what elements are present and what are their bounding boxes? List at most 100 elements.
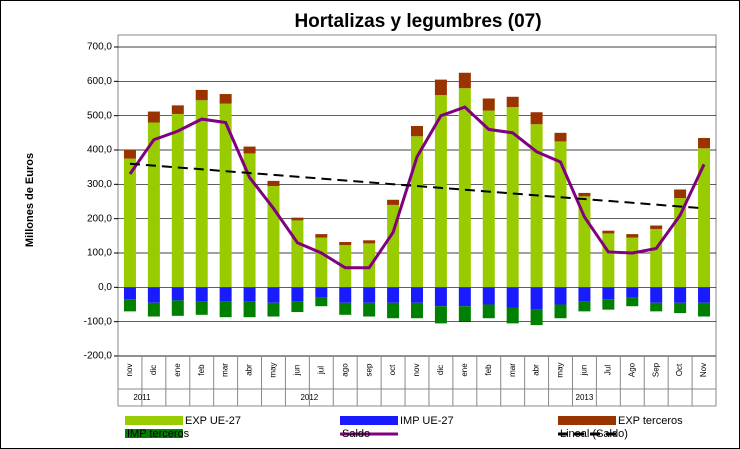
x-tick-label: Nov [699, 363, 708, 377]
bar [482, 110, 495, 288]
x-tick-label: dic [149, 365, 158, 375]
legend-label: EXP terceros [618, 415, 683, 427]
bar [243, 287, 256, 302]
bar [434, 287, 447, 307]
bar [674, 302, 687, 314]
bar [650, 228, 663, 288]
legend-label: Lineal (Saldo) [560, 428, 628, 440]
bar [482, 98, 495, 111]
x-tick-label: ene [460, 363, 469, 377]
bar [123, 150, 136, 159]
bar [602, 233, 615, 288]
y-axis-label: Millones de Euros [24, 153, 36, 247]
bar [530, 112, 543, 125]
bar [698, 302, 711, 317]
bar [506, 96, 519, 108]
x-tick-label: jul [316, 366, 325, 375]
y-tick-label: -100,0 [84, 316, 113, 327]
bar [243, 153, 256, 288]
bar [578, 192, 591, 197]
bar [434, 79, 447, 96]
y-tick-label: 100,0 [87, 248, 112, 259]
x-tick-label: nov [412, 364, 421, 377]
year-label: 2012 [300, 393, 318, 402]
year-label: 2013 [576, 393, 594, 402]
bar [243, 146, 256, 154]
bar [219, 287, 232, 302]
bar [674, 189, 687, 199]
bar [650, 302, 663, 312]
bar [171, 287, 184, 301]
bar [315, 234, 328, 238]
bar [291, 287, 304, 302]
bar [315, 287, 328, 298]
bar [267, 287, 280, 303]
x-tick-label: abr [532, 364, 541, 376]
legend-label: Saldo [342, 428, 370, 440]
x-tick-label: mar [221, 363, 230, 377]
x-tick-label: may [556, 362, 565, 377]
legend-swatch [125, 429, 183, 438]
bar [315, 237, 328, 288]
bar [147, 287, 160, 303]
legend-label: IMP terceros [127, 428, 190, 440]
y-tick-label: 300,0 [87, 179, 112, 190]
bar [411, 287, 423, 303]
bar [602, 299, 615, 310]
bar [195, 301, 208, 315]
bar [147, 111, 160, 123]
x-tick-label: Oct [675, 363, 684, 376]
bar [291, 220, 304, 288]
bar [506, 287, 519, 308]
y-tick-label: -200,0 [84, 351, 113, 362]
x-tick-label: Ago [627, 362, 636, 377]
bar [458, 88, 471, 288]
bar [530, 309, 543, 326]
bar [434, 306, 447, 324]
bar [650, 225, 663, 229]
bar [123, 287, 136, 300]
bar [411, 302, 423, 319]
bar [267, 302, 280, 317]
bar [387, 287, 400, 303]
bar [411, 136, 423, 288]
bar [554, 304, 567, 319]
bar [147, 302, 160, 317]
legend-label: EXP UE-27 [185, 415, 241, 427]
bar [147, 122, 160, 288]
bar [578, 301, 591, 312]
bar [506, 107, 519, 288]
bar [554, 132, 567, 142]
bar [602, 230, 615, 234]
bar [482, 287, 495, 305]
year-label: 2011 [133, 393, 151, 402]
bar [482, 304, 495, 319]
bar [554, 141, 567, 288]
bar [363, 302, 376, 317]
bar [387, 199, 400, 205]
bar [219, 94, 232, 104]
x-tick-label: jun [293, 365, 302, 377]
bar [554, 287, 567, 305]
bar [291, 217, 304, 221]
bar [650, 287, 663, 303]
legend-swatch [125, 416, 183, 425]
y-tick-label: 500,0 [87, 110, 112, 121]
x-tick-label: may [269, 362, 278, 377]
x-tick-label: Jul [603, 365, 612, 375]
bar [698, 148, 711, 288]
x-tick-label: mar [508, 363, 517, 377]
x-tick-label: feb [197, 364, 206, 376]
x-tick-label: nov [125, 364, 134, 377]
x-tick-label: abr [245, 364, 254, 376]
bar [602, 287, 615, 300]
bar [506, 307, 519, 324]
bar [171, 300, 184, 316]
bar [626, 287, 639, 298]
bar [674, 198, 687, 288]
bar [626, 237, 639, 288]
legend-swatch [340, 416, 398, 425]
chart-title: Hortalizas y legumbres (07) [294, 11, 541, 32]
bar [195, 89, 208, 101]
